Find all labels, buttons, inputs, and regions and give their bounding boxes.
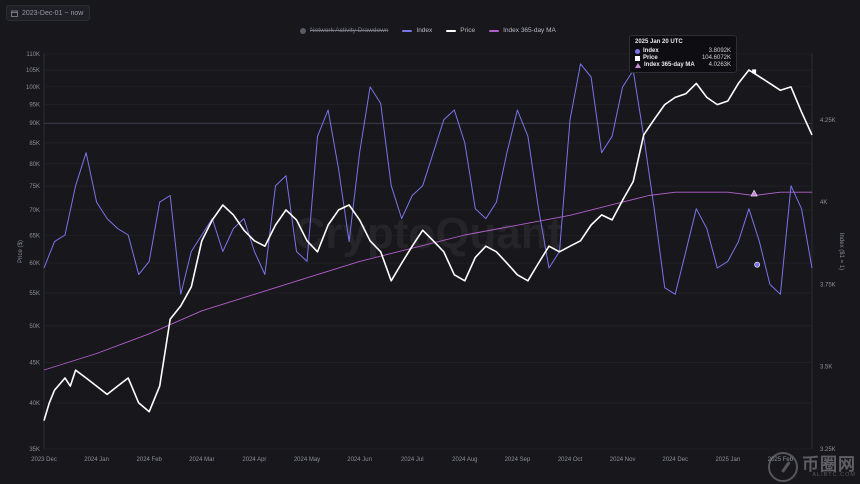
- left-tick-label: 50K: [29, 324, 40, 330]
- legend-swatch: [300, 27, 306, 34]
- left-tick-label: 95K: [29, 103, 40, 109]
- x-tick-label: 2024 Jan: [84, 457, 109, 463]
- right-tick-label: 3.25K: [820, 447, 836, 453]
- legend-index[interactable]: Index: [402, 27, 432, 34]
- left-tick-label: 35K: [29, 447, 40, 453]
- tooltip-row-ma: Index 365-day MA 4.0263K: [635, 62, 731, 68]
- watermark-text: CryptoQuant: [294, 209, 563, 258]
- logo-icon: [768, 452, 798, 482]
- x-tick-label: 2025 Jan: [715, 457, 740, 463]
- logo-url: ALIBTC.COM: [812, 471, 856, 478]
- left-tick-label: 110K: [26, 52, 40, 58]
- index-line: [43, 63, 813, 295]
- x-tick-label: 2024 Aug: [452, 457, 477, 463]
- legend-swatch: [402, 29, 413, 32]
- left-tick-label: 85K: [29, 141, 40, 147]
- calendar-icon: [11, 10, 18, 17]
- left-tick-label: 70K: [29, 208, 40, 214]
- legend-label: Network Activity Drawdown: [310, 27, 389, 34]
- x-tick-label: 2024 Nov: [610, 457, 636, 463]
- legend-network-activity[interactable]: Network Activity Drawdown: [300, 27, 388, 34]
- tooltip-value: 104.6072K: [701, 55, 731, 61]
- left-axis-title: Price ($): [18, 240, 24, 263]
- chart-legend: Network Activity Drawdown Index Price In…: [300, 27, 556, 34]
- x-tick-label: 2024 May: [294, 457, 320, 463]
- left-tick-label: 45K: [29, 360, 40, 366]
- x-tick-label: 2024 Oct: [558, 457, 583, 463]
- legend-label: Price: [460, 27, 476, 34]
- index-marker-icon: [635, 48, 640, 54]
- price-line: [43, 69, 813, 421]
- left-tick-label: 55K: [29, 291, 40, 297]
- right-tick-label: 4K: [820, 200, 827, 206]
- x-tick-label: 2024 Apr: [242, 457, 266, 463]
- tooltip-value: 4.0263K: [708, 62, 731, 68]
- right-axis-title: Index ($1 = 1): [838, 233, 844, 270]
- ma-line: [43, 191, 812, 371]
- legend-label: Index: [416, 27, 433, 34]
- legend-price[interactable]: Price: [446, 27, 475, 34]
- left-tick-label: 80K: [29, 162, 40, 168]
- left-tick-label: 105K: [26, 68, 40, 74]
- date-range-label: 2023-Dec-01 ~ now: [22, 9, 84, 17]
- tooltip-row-index: Index 3.8092K: [635, 48, 731, 54]
- tooltip-label: Price: [643, 55, 658, 61]
- left-tick-label: 100K: [26, 85, 40, 91]
- x-tick-label: 2023 Dec: [31, 457, 57, 463]
- right-tick-label: 3.5K: [820, 365, 832, 371]
- left-tick-label: 90K: [29, 121, 40, 127]
- tooltip-label: Index 365-day MA: [644, 62, 695, 68]
- left-tick-label: 65K: [29, 233, 40, 239]
- x-tick-label: 2024 Sep: [505, 457, 531, 463]
- date-range-picker[interactable]: 2023-Dec-01 ~ now: [6, 5, 91, 21]
- x-tick-label: 2024 Jul: [401, 457, 424, 463]
- x-tick-label: 2024 Dec: [662, 457, 688, 463]
- x-tick-label: 2024 Feb: [137, 457, 163, 463]
- site-logo: 币圈网 ALIBTC.COM: [768, 452, 856, 482]
- left-tick-label: 40K: [29, 401, 40, 407]
- left-tick-label: 75K: [29, 184, 40, 190]
- ma-marker-icon: [635, 62, 641, 68]
- price-hover-marker: [752, 69, 757, 74]
- legend-swatch: [446, 29, 457, 32]
- logo-text: 币圈网: [802, 454, 856, 474]
- tooltip-title: 2025 Jan 20 UTC: [635, 39, 683, 45]
- x-tick-label: 2024 Jun: [347, 457, 372, 463]
- right-tick-label: 3.75K: [820, 282, 836, 288]
- right-tick-label: 4.25K: [820, 118, 836, 124]
- index-hover-marker: [754, 261, 761, 268]
- tooltip-label: Index: [643, 48, 659, 54]
- price-marker-icon: [635, 55, 640, 61]
- left-tick-label: 60K: [29, 261, 40, 267]
- legend-ma[interactable]: Index 365-day MA: [489, 27, 556, 34]
- tooltip-value: 3.8092K: [708, 48, 731, 54]
- x-tick-label: 2024 Mar: [189, 457, 214, 463]
- legend-label: Index 365-day MA: [503, 27, 556, 34]
- ma-hover-marker: [750, 189, 758, 197]
- hover-tooltip: 2025 Jan 20 UTC Index 3.8092K Price 104.…: [629, 35, 737, 73]
- legend-swatch: [489, 29, 500, 32]
- tooltip-row-price: Price 104.6072K: [635, 55, 731, 61]
